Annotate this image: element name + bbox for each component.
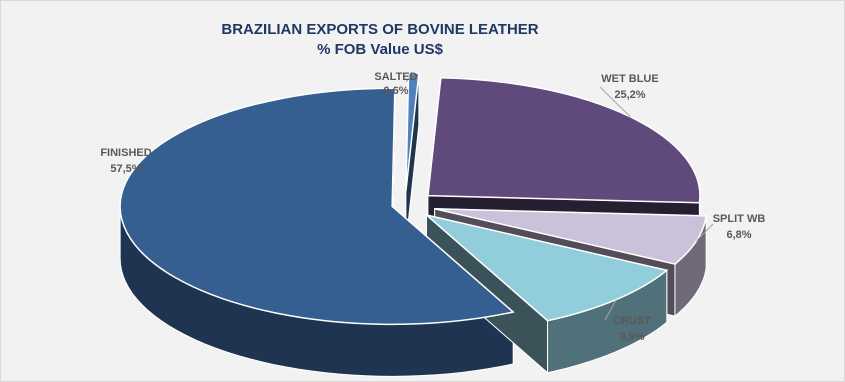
data-label-value-split-wb: 6,8% [726, 229, 751, 241]
slice-finished [119, 87, 515, 326]
data-label-name-crust: CRUST [613, 315, 651, 327]
leader-line-crust [604, 299, 617, 321]
data-label-name-finished: FINISHED [100, 147, 151, 159]
chart-title: BRAZILIAN EXPORTS OF BOVINE LEATHER [221, 21, 539, 38]
slice-split-wb [434, 208, 708, 265]
data-label-name-split-wb: SPLIT WB [713, 213, 766, 225]
chart-title-block: BRAZILIAN EXPORTS OF BOVINE LEATHER % FO… [0, 20, 760, 60]
slice-salted [405, 72, 420, 192]
slice-wet-blue [427, 77, 701, 204]
data-label-value-salted: 0,6% [383, 85, 408, 97]
data-label-name-salted: SALTED [374, 71, 417, 83]
leader-line-salted [405, 72, 415, 83]
chart-subtitle: % FOB Value US$ [317, 41, 443, 58]
leader-line-split-wb [696, 223, 714, 242]
leader-line-wet-blue [599, 86, 631, 118]
data-label-value-finished: 57,5% [110, 163, 141, 175]
data-label-value-wet-blue: 25,2% [614, 89, 645, 101]
data-label-value-crust: 9,9% [619, 331, 644, 343]
data-label-name-wet-blue: WET BLUE [601, 73, 658, 85]
